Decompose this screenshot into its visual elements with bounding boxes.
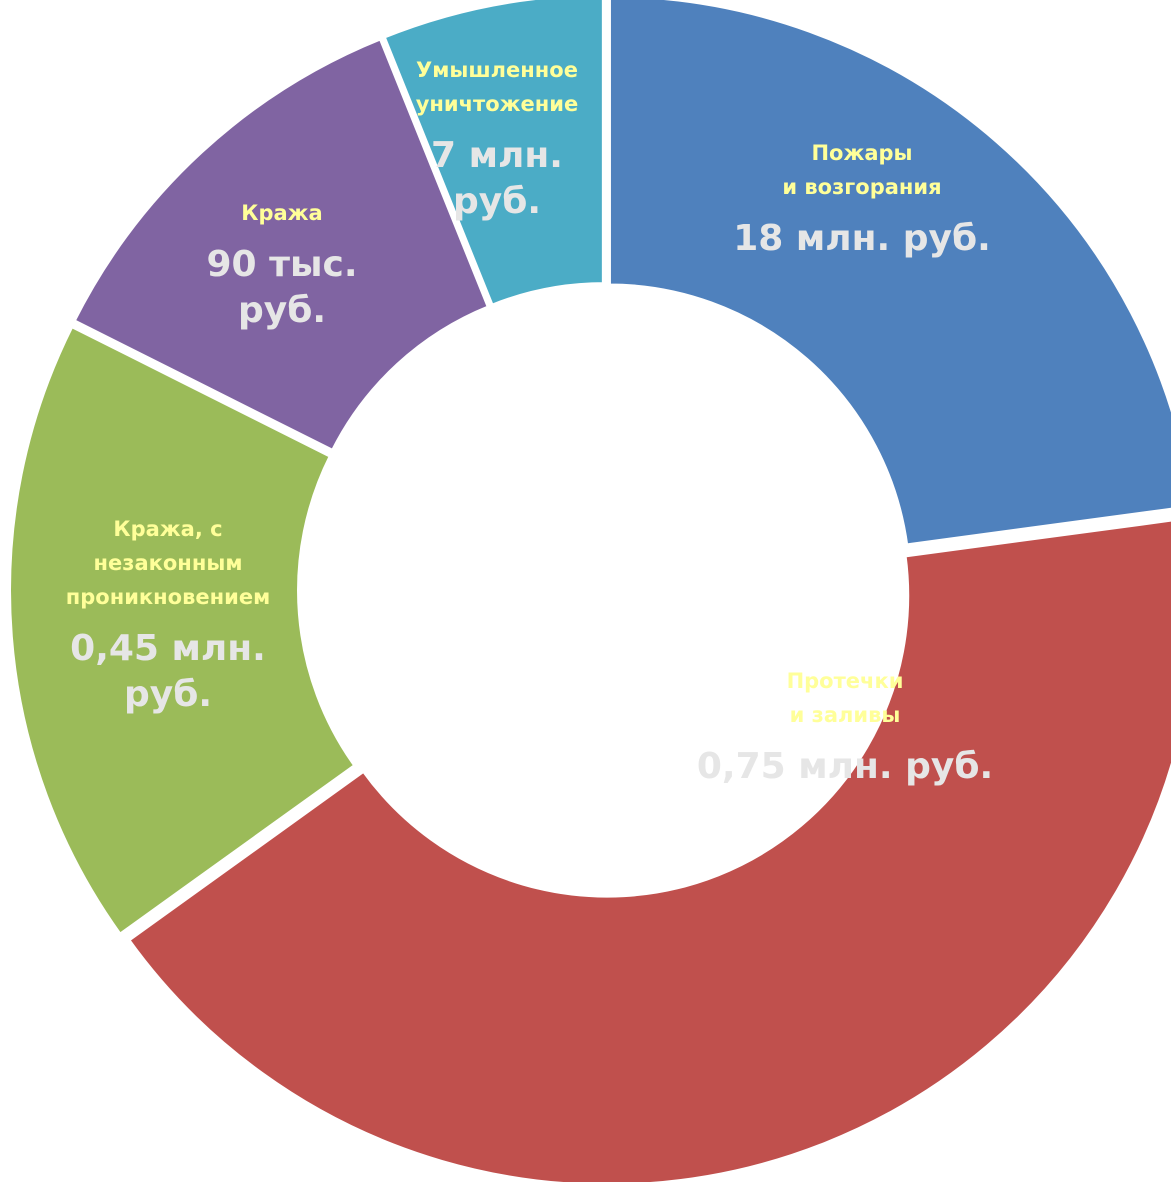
slice-label-1: Протечки и заливы 0,75 млн. руб. [697, 669, 993, 787]
slice-1 [125, 517, 1171, 1182]
slice-1-value-line-0: 0,75 млн. руб. [697, 746, 993, 787]
slice-0-name-line-1: и возгорания [782, 175, 941, 199]
slice-4 [380, 0, 606, 309]
slice-0-value-line-0: 18 млн. руб. [733, 218, 991, 259]
slice-label-2: Кража, с незаконным проникновением 0,45 млн… [66, 517, 271, 715]
slice-3-value-line-0: 90 тыс. [206, 244, 357, 285]
slice-2 [7, 323, 359, 938]
slice-4-value-line-1: руб. [453, 181, 541, 222]
slice-2-name-line-0: Кража, с [113, 517, 222, 541]
slice-2-value-line-0: 0,45 млн. [70, 628, 266, 669]
slice-3-name-line-0: Кража [241, 201, 322, 225]
slice-1-name-line-0: Протечки [787, 669, 904, 693]
slice-3 [70, 35, 492, 454]
slice-2-value-line-1: руб. [124, 674, 212, 715]
slices-group [7, 0, 1171, 1182]
slice-label-0: Пожары и возгорания 18 млн. руб. [733, 141, 991, 259]
slice-0-name-line-0: Пожары [811, 141, 912, 165]
slice-label-3: Кража 90 тыс. руб. [206, 201, 357, 331]
slice-label-4: Умышленное уничтожение 7 млн. руб. [416, 58, 579, 222]
slice-1-name-line-1: и заливы [790, 703, 901, 727]
slice-2-name-line-2: проникновением [66, 585, 271, 609]
slice-4-name-line-0: Умышленное [416, 58, 578, 82]
slice-2-name-line-1: незаконным [94, 551, 243, 575]
slice-0 [606, 0, 1171, 548]
slice-4-value-line-0: 7 млн. [431, 135, 563, 176]
slice-4-name-line-1: уничтожение [416, 92, 579, 116]
labels-group: Пожары и возгорания 18 млн. руб. Протечки и … [66, 58, 993, 787]
slice-3-value-line-1: руб. [238, 290, 326, 331]
